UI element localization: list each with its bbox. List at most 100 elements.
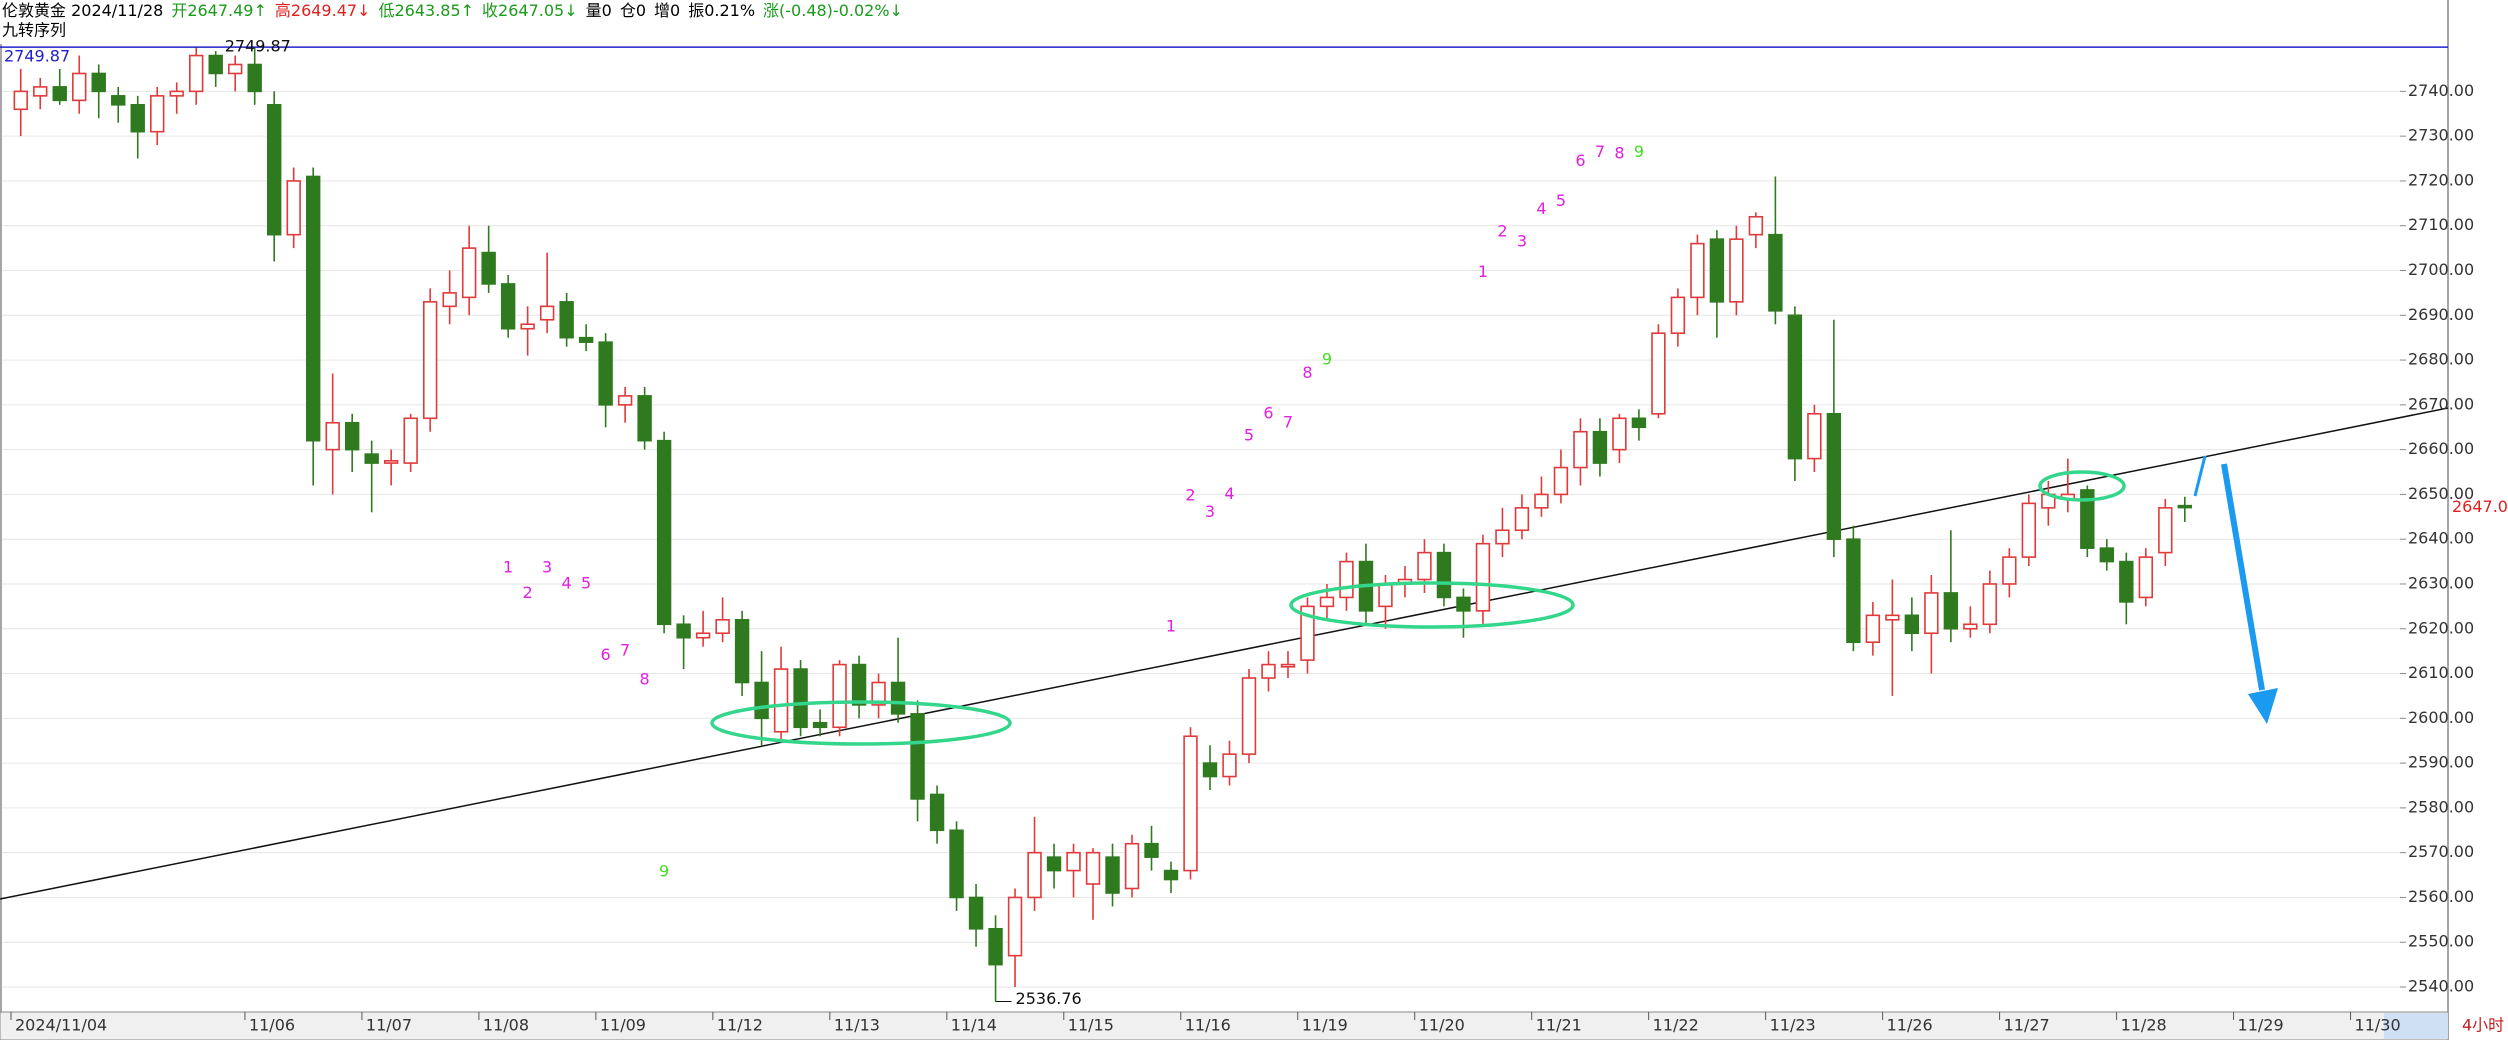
candle-body [1787, 314, 1803, 460]
candle-body [1592, 430, 1608, 464]
candle-body [1534, 493, 1549, 509]
candle-body [208, 54, 223, 75]
candle-body [150, 95, 165, 133]
y-tick-label: 2720.00 [2408, 170, 2474, 189]
candle-body [189, 54, 204, 93]
td-count: 3 [1205, 502, 1215, 521]
candle-body [539, 305, 555, 321]
td-count: 8 [1302, 363, 1312, 382]
candle-body [2099, 547, 2115, 563]
x-tick-label: 11/20 [1419, 1016, 1465, 1035]
grid [2, 90, 2400, 988]
td-count: 2 [523, 583, 533, 602]
candle-body [812, 722, 828, 729]
candle-body [1826, 413, 1842, 540]
candle-body [1553, 466, 1569, 496]
candle-body [773, 668, 789, 733]
candle-body [1066, 851, 1081, 872]
highlight-ellipse [710, 700, 1012, 746]
candle-body [364, 453, 379, 464]
td-count: 3 [542, 557, 552, 576]
candle-body [988, 928, 1003, 966]
candle-body [1300, 605, 1315, 661]
y-tick-label: 2680.00 [2408, 350, 2474, 369]
candle-body [2158, 507, 2173, 554]
x-tick-label: 2024/11/04 [15, 1016, 107, 1035]
td-count: 6 [1575, 151, 1585, 170]
candle-body [715, 619, 730, 635]
td-count: 7 [620, 641, 630, 660]
candle-body [1027, 851, 1042, 899]
candle-body [1690, 242, 1705, 299]
candle-body [1709, 238, 1725, 303]
candle-body [676, 623, 691, 639]
candle-body [578, 336, 594, 343]
td-count: 9 [659, 861, 669, 880]
candle-body [1573, 430, 1588, 469]
candle-body [520, 323, 535, 330]
projection-line [2193, 455, 2207, 497]
x-tick-label: 11/28 [2121, 1016, 2167, 1035]
max-line-label: 2749.87 [4, 47, 70, 66]
candle-body [695, 632, 711, 639]
y-tick-label: 2550.00 [2408, 932, 2474, 951]
candle-body [1885, 614, 1900, 621]
candle-body [754, 681, 769, 720]
candle-body [1144, 842, 1159, 858]
last-price-label: 2647.05 [2452, 497, 2508, 516]
y-tick-label: 2560.00 [2408, 887, 2474, 906]
candle-body [1807, 413, 1822, 460]
y-tick-label: 2630.00 [2408, 573, 2474, 592]
header-item: 伦敦黄金 2024/11/28 [2, 1, 163, 20]
candle-body [1261, 663, 1276, 679]
candle-body [2119, 560, 2134, 603]
high-label: 2749.87 [225, 37, 291, 56]
x-tick-label: 11/30 [2355, 1016, 2401, 1035]
td-count: 1 [503, 557, 513, 576]
candle-body [1651, 332, 1666, 415]
header-item: 开2647.49↑ [171, 1, 267, 20]
y-tick-label: 2660.00 [2408, 439, 2474, 458]
low-label: 2536.76 [1016, 989, 1082, 1008]
candle-body [1612, 417, 1627, 451]
header-item: 高2649.47↓ [275, 1, 371, 20]
td-count: 5 [1244, 426, 1254, 445]
candle-body [1339, 560, 1354, 599]
header-item: 涨(-0.48)-0.02%↓ [763, 1, 903, 20]
td-count: 5 [581, 573, 591, 592]
y-tick-label: 2670.00 [2408, 394, 2474, 413]
candle-body [1495, 529, 1510, 545]
x-tick-label: 11/22 [1653, 1016, 1699, 1035]
header-quote: 伦敦黄金 2024/11/28 开2647.49↑ 高2649.47↓ 低2643.8… [2, 1, 903, 20]
projection-arrow [2221, 463, 2265, 691]
header-item: 量0 [586, 1, 612, 20]
candle-body [91, 72, 106, 93]
candle-body [500, 283, 516, 330]
td-count: 3 [1517, 231, 1527, 250]
y-tick-label: 2600.00 [2408, 708, 2474, 727]
candle-body [1163, 869, 1179, 881]
td-count: 8 [640, 669, 650, 688]
x-tick-label: 11/21 [1536, 1016, 1582, 1035]
y-tick-label: 2690.00 [2408, 305, 2474, 324]
candle-body [929, 793, 945, 832]
candle-body [1982, 583, 1998, 626]
candle-body [247, 63, 262, 93]
candle-body [481, 251, 496, 285]
date-axis-highlight [2384, 1013, 2448, 1039]
candle-body [559, 301, 574, 339]
y-tick-label: 2610.00 [2408, 663, 2474, 682]
candle-body [33, 86, 48, 97]
candle-body [1436, 551, 1452, 599]
td-count: 9 [1322, 350, 1332, 369]
candle-body [598, 341, 613, 406]
td-count: 1 [1478, 262, 1488, 281]
td-count: 6 [1263, 403, 1273, 422]
candle-body [403, 417, 418, 464]
candle-body [169, 90, 184, 97]
y-tick-label: 2700.00 [2408, 260, 2474, 279]
candle-body [344, 421, 360, 451]
candle-body [305, 175, 321, 442]
candle-body [1202, 762, 1218, 778]
